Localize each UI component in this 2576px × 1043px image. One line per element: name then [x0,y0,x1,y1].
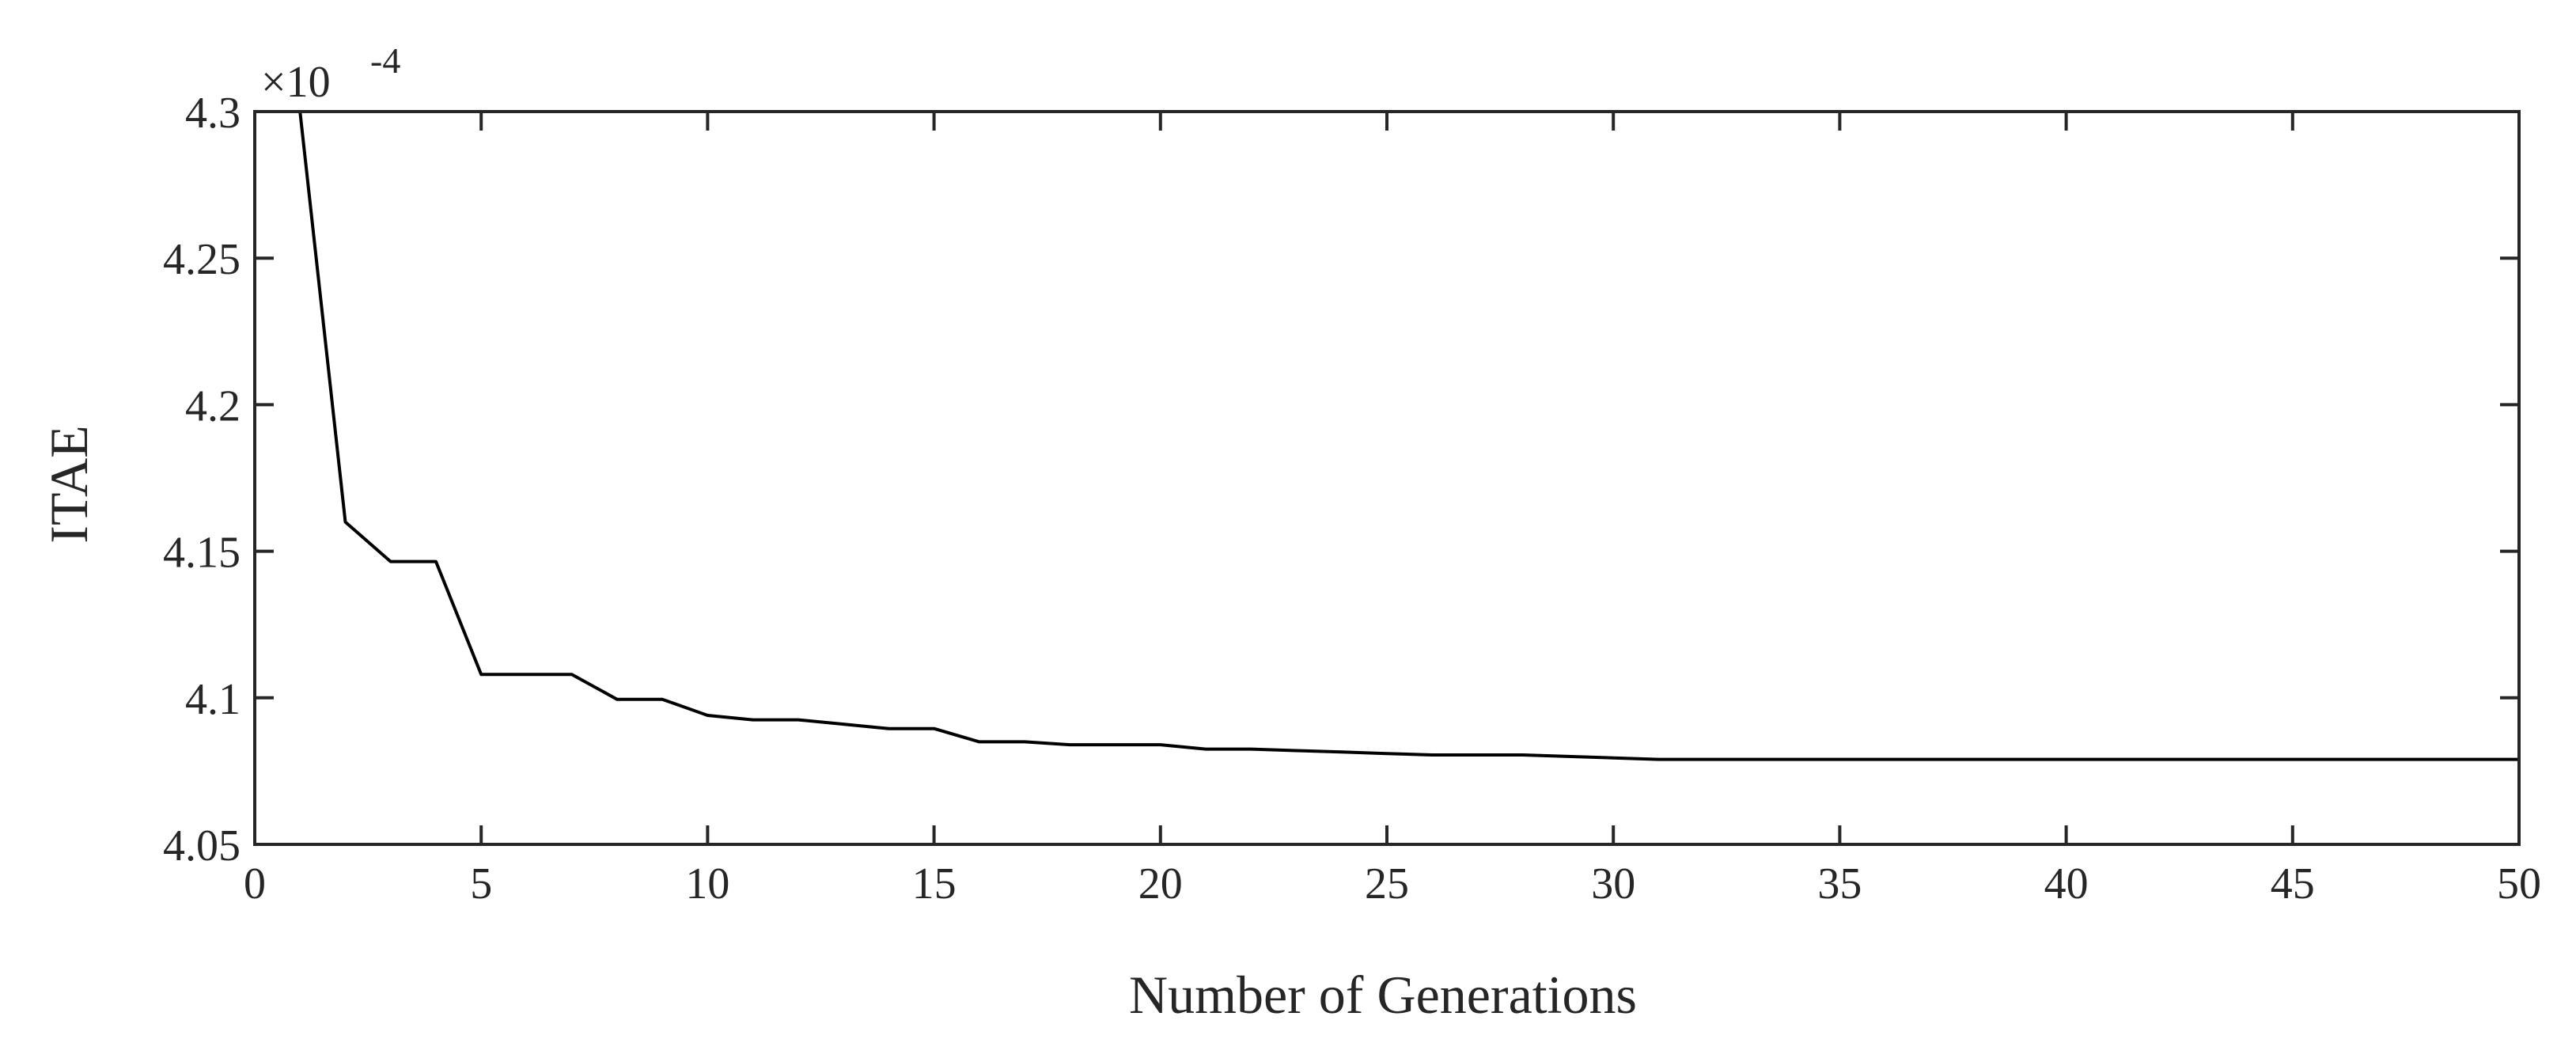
x-tick-label: 25 [1365,859,1409,908]
x-tick-label: 50 [2497,859,2541,908]
y-tick-label: 4.15 [163,529,241,578]
x-tick-label: 15 [912,859,957,908]
y-multiplier-exponent: -4 [370,40,400,81]
series-line-0 [298,111,2519,761]
y-tick-label: 4.3 [185,89,241,138]
line-layer [298,111,2519,761]
y-multiplier-base: ×10 [261,58,331,107]
y-tick-label: 4.25 [163,235,241,284]
x-tick-label: 45 [2271,859,2315,908]
y-tick-label: 4.2 [185,381,241,430]
tick-layer: 0 5 10 15 20 25 30 35 40 45 50 4.05 4.1 4.15 4.2 4.25 4.… [163,89,2541,908]
plot-frame [253,110,2521,846]
y-tick-label: 4.1 [185,675,241,724]
x-tick-label: 20 [1138,859,1183,908]
x-tick-label: 10 [685,859,729,908]
x-axis-label: Number of Generations [1129,965,1637,1025]
x-tick-label: 5 [470,859,492,908]
y-tick-label: 4.05 [163,821,241,870]
x-tick-label: 30 [1591,859,1635,908]
x-tick-label: 40 [2044,859,2089,908]
x-tick-label: 35 [1817,859,1862,908]
x-tick-label: 0 [244,859,266,908]
y-axis-label: ITAE [39,425,99,543]
